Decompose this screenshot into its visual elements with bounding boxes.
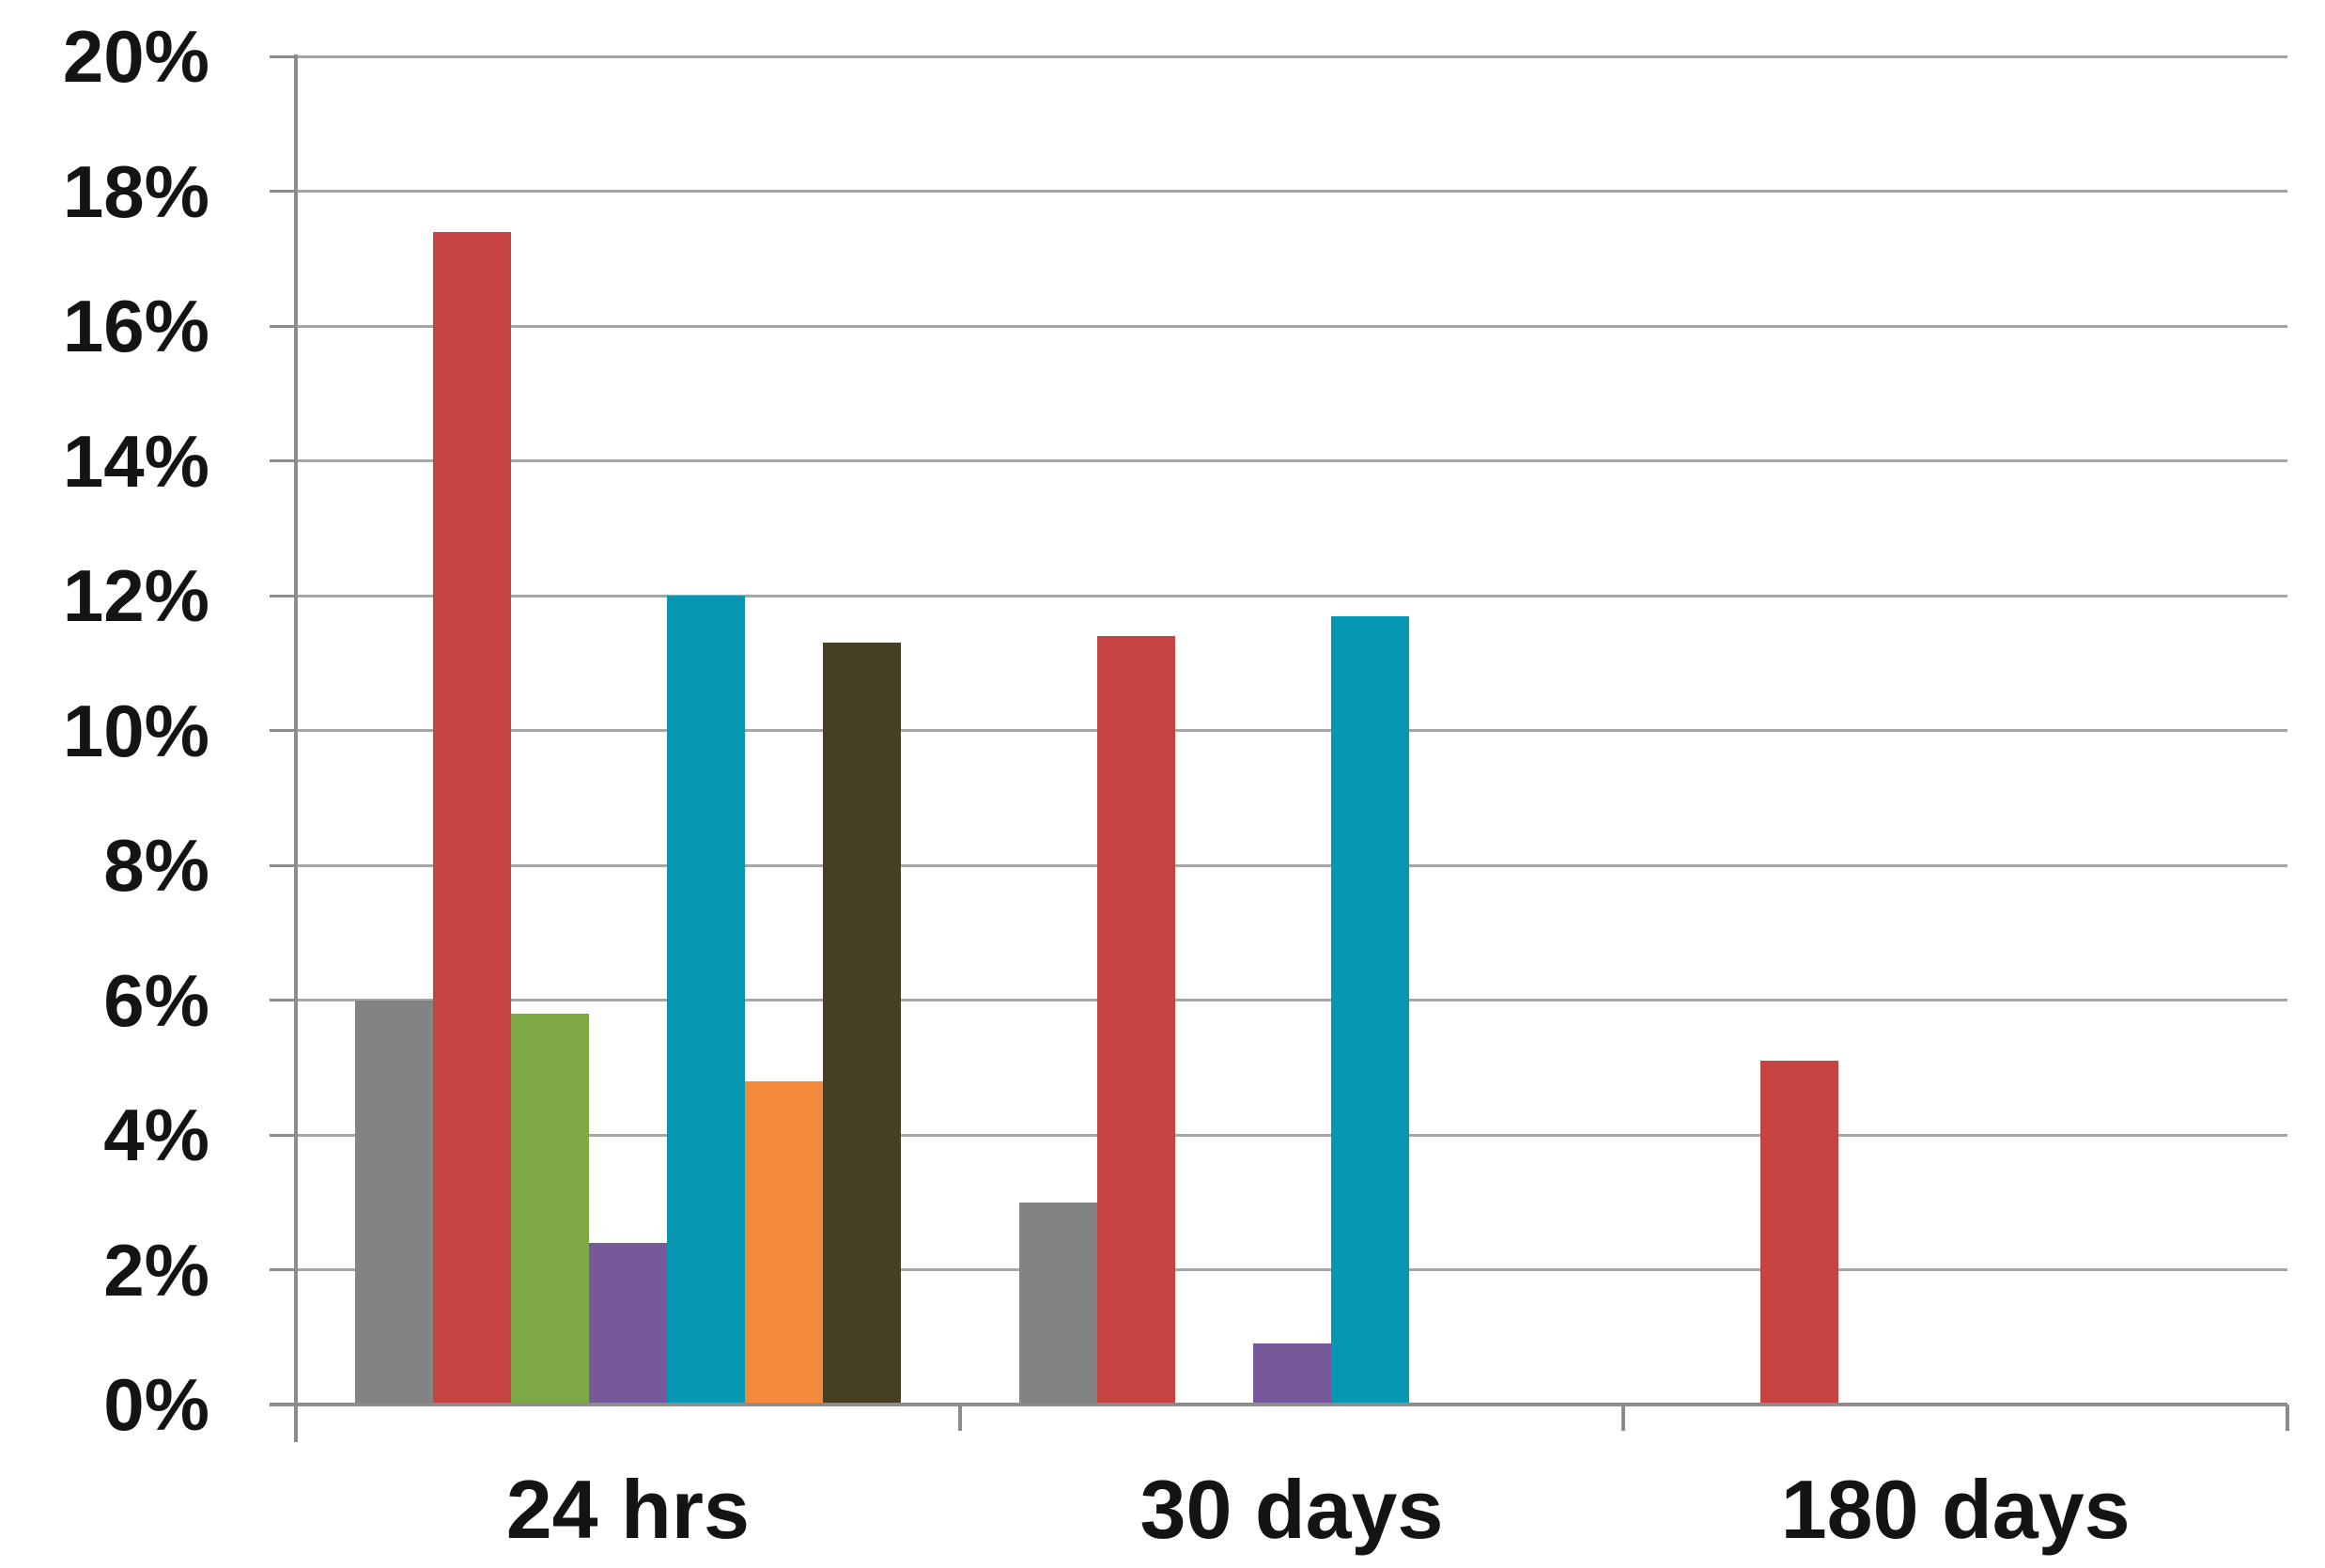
x-axis-label-180-days: 180 days	[1780, 1463, 2131, 1556]
gridline	[296, 594, 2287, 598]
gridline	[296, 863, 2287, 867]
y-axis-tick	[270, 594, 296, 598]
y-axis-label: 8%	[103, 824, 209, 907]
y-axis-label: 14%	[62, 419, 209, 503]
y-axis-label: 18%	[62, 149, 209, 233]
y-axis-label: 0%	[103, 1363, 209, 1446]
y-axis-label: 12%	[62, 554, 209, 637]
bar-series-red-24-hrs	[432, 231, 511, 1405]
y-axis-tick	[270, 190, 296, 193]
y-axis-label: 20%	[62, 15, 209, 98]
bar-groups	[296, 56, 2287, 1405]
y-axis-tick	[270, 863, 296, 867]
bar-series-purple-24-hrs	[588, 1242, 667, 1405]
y-axis-tick	[270, 1268, 296, 1271]
bar-series-gray-24-hrs	[354, 1000, 433, 1405]
y-axis-label: 4%	[103, 1094, 209, 1176]
y-axis-label: 6%	[103, 958, 209, 1042]
y-axis-tick	[270, 1133, 296, 1137]
gridline	[296, 54, 2287, 58]
bar-series-red-180-days	[1760, 1061, 1839, 1405]
bar-group-30-days	[960, 56, 1624, 1405]
bar-series-purple-30-days	[1252, 1343, 1331, 1405]
y-axis-label: 16%	[62, 285, 209, 367]
bar-series-teal-24-hrs	[666, 596, 745, 1405]
bar-series-green-24-hrs	[510, 1013, 589, 1405]
x-axis-tick	[2286, 1405, 2289, 1431]
bar-series-olive-24-hrs	[822, 643, 901, 1405]
bar-group-24-hrs	[296, 56, 960, 1405]
bar-series-teal-30-days	[1330, 615, 1409, 1405]
bar-series-red-30-days	[1096, 636, 1175, 1405]
y-axis-tick	[270, 324, 296, 328]
bar-series-orange-24-hrs	[744, 1080, 823, 1405]
x-axis-tick	[1621, 1405, 1626, 1431]
plot-area: 20% 18% 16% 14% 12% 10% 8% 6% 4% 2% 0% 24 hrs 30 da…	[63, 20, 2289, 1551]
gridline	[296, 324, 2287, 328]
gridline	[296, 1268, 2287, 1271]
gridline	[296, 190, 2287, 193]
gridline	[296, 1133, 2287, 1137]
gridline	[296, 999, 2287, 1001]
x-axis-label-24-hrs: 24 hrs	[505, 1463, 750, 1556]
y-axis-label: 2%	[103, 1228, 209, 1312]
bar-series-gray-30-days	[1018, 1202, 1097, 1405]
y-axis-line	[294, 54, 298, 1442]
y-axis-tick	[270, 459, 296, 462]
gridline	[296, 729, 2287, 732]
x-axis-line	[270, 1403, 2287, 1406]
gridline	[296, 459, 2287, 462]
y-axis-tick	[270, 729, 296, 732]
bar-group-180-days	[1623, 56, 2287, 1405]
x-axis-tick	[957, 1405, 962, 1431]
x-axis-label-30-days: 30 days	[1139, 1463, 1444, 1556]
y-axis-label: 10%	[62, 689, 209, 772]
y-axis-tick	[270, 999, 296, 1001]
y-axis-tick	[270, 54, 296, 58]
